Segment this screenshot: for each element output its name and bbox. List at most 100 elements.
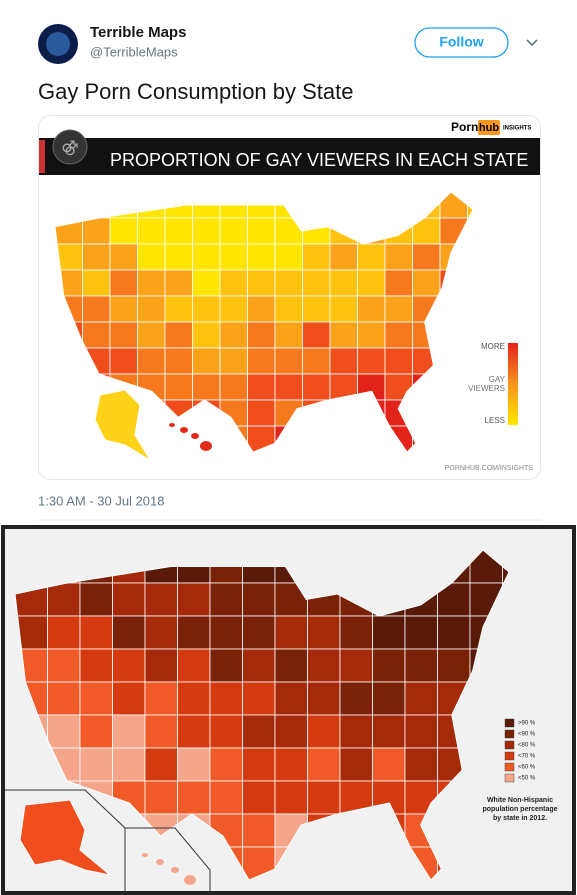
state-region	[164, 217, 193, 245]
state-region	[329, 269, 358, 297]
state-region	[329, 347, 358, 375]
caption: population percentage	[482, 806, 557, 813]
state-region	[177, 714, 211, 749]
alaska-bottom	[19, 799, 111, 876]
island	[184, 875, 196, 885]
caption: by state in 2012.	[493, 815, 547, 822]
state-region	[209, 681, 243, 716]
state-region	[47, 714, 81, 749]
state-region	[302, 295, 331, 323]
state-region	[412, 243, 441, 271]
state-region	[112, 714, 146, 749]
legend-gradient	[508, 343, 518, 425]
state-region	[79, 714, 113, 749]
state-region	[79, 582, 113, 617]
state-region	[242, 648, 276, 683]
state-region	[144, 648, 178, 683]
legend-label: <70 %	[518, 754, 536, 760]
state-region	[357, 321, 386, 349]
state-region	[274, 347, 303, 375]
state-region	[137, 321, 166, 349]
state-region	[219, 321, 248, 349]
state-region	[79, 648, 113, 683]
state-region	[404, 615, 438, 650]
state-region	[144, 582, 178, 617]
more-menu[interactable]	[526, 39, 538, 47]
legend-label: <90 %	[518, 732, 536, 738]
state-region	[137, 217, 166, 245]
state-region	[302, 373, 331, 401]
state-region	[137, 269, 166, 297]
state-region	[47, 648, 81, 683]
state-region	[384, 347, 413, 375]
logo-insights: INSIGHTS	[503, 126, 531, 132]
state-region	[274, 295, 303, 323]
state-region	[47, 681, 81, 716]
state-region	[209, 648, 243, 683]
state-region	[177, 747, 211, 782]
state-region	[164, 321, 193, 349]
state-region	[47, 615, 81, 650]
state-region	[274, 780, 308, 815]
state-region	[247, 347, 276, 375]
state-region	[247, 217, 276, 245]
follow-button[interactable]	[414, 27, 509, 58]
banner-icon-symbol: ⚣	[61, 139, 78, 156]
state-region	[177, 681, 211, 716]
logo-hub-box	[478, 120, 500, 135]
state-region	[177, 648, 211, 683]
state-region	[242, 615, 276, 650]
hawaii-bottom	[142, 853, 196, 885]
state-region	[242, 813, 276, 848]
user-name[interactable]: Terrible Maps	[90, 24, 186, 41]
timestamp[interactable]: 1:30 AM - 30 Jul 2018	[38, 493, 164, 508]
island	[171, 867, 179, 873]
state-region	[79, 681, 113, 716]
state-region	[192, 295, 221, 323]
state-region	[82, 243, 111, 271]
state-region	[404, 648, 438, 683]
banner-icon	[52, 129, 88, 165]
state-region	[357, 243, 386, 271]
state-region	[82, 217, 111, 245]
state-region	[192, 347, 221, 375]
state-region	[247, 321, 276, 349]
island	[169, 423, 175, 427]
state-region	[109, 269, 138, 297]
state-region	[144, 615, 178, 650]
legend-swatch	[504, 718, 515, 728]
state-region	[209, 615, 243, 650]
hawaii-top	[169, 423, 212, 451]
state-region	[274, 747, 308, 782]
state-region	[79, 615, 113, 650]
island	[156, 859, 164, 865]
island	[142, 853, 148, 857]
alaska-top	[94, 389, 151, 461]
legend-label: <60 %	[518, 765, 536, 771]
island	[200, 441, 212, 451]
state-region	[219, 243, 248, 271]
state-region	[164, 373, 193, 401]
state-region	[112, 615, 146, 650]
state-region	[177, 582, 211, 617]
state-region	[164, 243, 193, 271]
state-region	[384, 243, 413, 271]
state-region	[247, 243, 276, 271]
state-region	[137, 347, 166, 375]
legend-less: LESS	[485, 416, 505, 425]
state-region	[437, 648, 471, 683]
state-region	[372, 648, 406, 683]
state-region	[144, 780, 178, 815]
state-region	[219, 373, 248, 401]
state-region	[384, 321, 413, 349]
state-region	[274, 681, 308, 716]
state-region	[247, 295, 276, 323]
follow-label[interactable]: Follow	[439, 34, 483, 50]
banner	[39, 138, 540, 175]
state-region	[437, 615, 471, 650]
state-region	[372, 615, 406, 650]
user-handle[interactable]: @TerribleMaps	[90, 44, 178, 59]
state-region	[339, 714, 373, 749]
legend-swatch	[504, 740, 515, 750]
